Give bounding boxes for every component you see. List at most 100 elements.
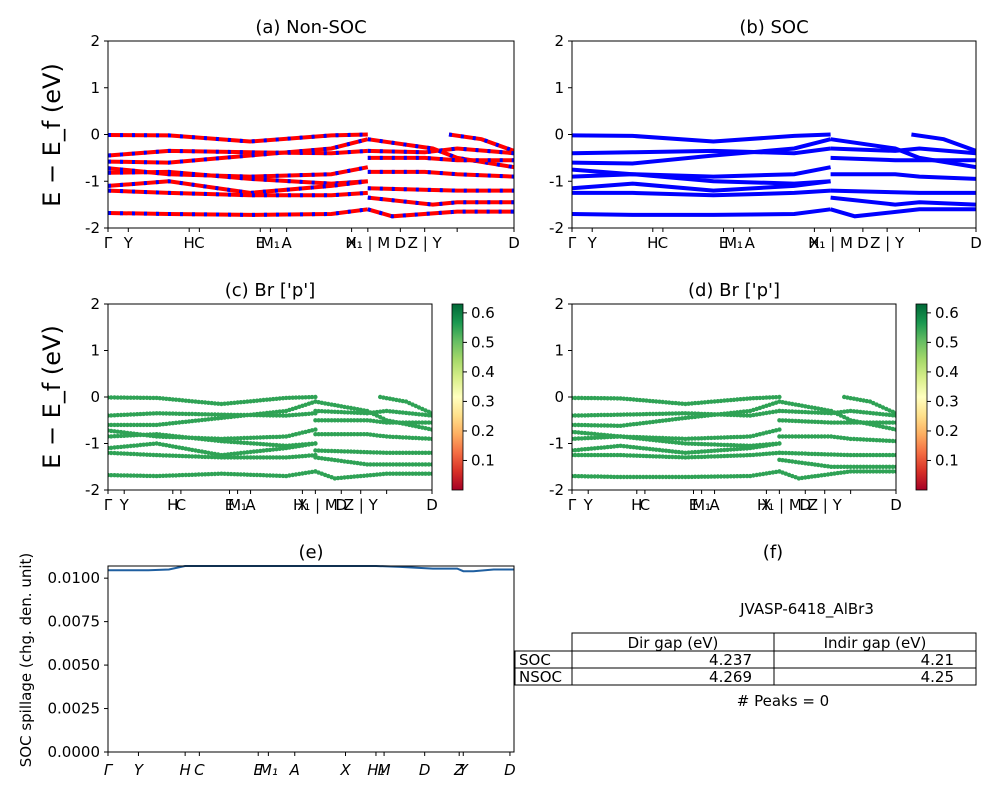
band-point-6 <box>245 435 250 441</box>
band-point-12 <box>628 453 633 458</box>
band-point-12 <box>722 453 727 459</box>
band-point-9 <box>371 432 376 438</box>
band-point-12 <box>300 454 305 459</box>
band-point-14 <box>190 472 195 477</box>
band-point-7 <box>410 420 415 425</box>
band-point-13 <box>780 458 785 463</box>
band-point-13 <box>835 464 840 469</box>
band-point-2 <box>767 410 772 415</box>
band-point-4 <box>235 414 240 419</box>
band-point-12 <box>650 454 656 459</box>
band-point-9 <box>851 436 857 442</box>
band-point-2 <box>573 413 578 418</box>
band-point-3 <box>796 409 801 414</box>
band-point-14 <box>193 472 198 477</box>
ytick-label: 0.0100 <box>48 569 101 587</box>
band-point-0 <box>618 396 623 401</box>
band-point-8 <box>654 438 659 443</box>
band-point-14 <box>209 471 214 477</box>
band-point-2 <box>128 412 133 417</box>
band-point-15 <box>387 471 393 476</box>
band-point-4 <box>628 422 633 427</box>
band-point-15 <box>345 475 350 480</box>
band-point-9 <box>867 437 873 442</box>
band-point-7 <box>358 418 363 423</box>
band-point-0 <box>196 399 201 405</box>
band-point-12 <box>222 455 227 460</box>
band-point-4 <box>209 416 214 422</box>
band-point-8 <box>128 433 133 438</box>
band-point-0 <box>154 395 159 401</box>
table-row-label: NSOC <box>519 668 562 686</box>
band-point-14 <box>602 474 607 479</box>
band-point-5 <box>352 406 357 411</box>
band-point-14 <box>177 473 182 478</box>
band-point-4 <box>135 422 140 428</box>
band-point-12 <box>157 453 162 458</box>
band-point-8 <box>274 442 279 448</box>
band-point-13 <box>381 462 386 467</box>
band-point-0 <box>712 399 717 404</box>
band-point-6 <box>712 435 717 440</box>
band-point-6 <box>728 435 733 440</box>
band-point-3 <box>355 410 360 415</box>
band-point-5 <box>335 403 341 408</box>
band-point-9 <box>316 432 321 437</box>
band-point-10 <box>709 448 714 454</box>
band-point-1 <box>854 397 860 402</box>
band-point-12 <box>634 453 639 458</box>
band-point-13 <box>877 464 882 469</box>
band-point-9 <box>322 432 328 437</box>
band-point-4 <box>699 414 704 419</box>
band-point-4 <box>261 411 266 416</box>
colorbar-tick-label: 0.3 <box>935 392 959 410</box>
band-point-10 <box>660 448 665 453</box>
band-point-4 <box>151 422 156 428</box>
band-point-8 <box>586 435 591 441</box>
band-point-2 <box>209 412 214 417</box>
band-point-12 <box>138 452 143 457</box>
band-point-14 <box>757 472 763 477</box>
band-point-15 <box>861 469 866 474</box>
band-point-0 <box>761 395 766 400</box>
band-point-9 <box>400 435 405 440</box>
band-point-7 <box>416 420 422 425</box>
band-point-12 <box>235 455 240 460</box>
band-point-9 <box>420 436 425 441</box>
band-point-3 <box>352 410 357 415</box>
xtick-label: Y <box>134 761 145 779</box>
band-point-10 <box>241 450 247 455</box>
band-line-11 <box>367 186 514 193</box>
band-point-13 <box>867 464 873 469</box>
band-point-12 <box>751 452 756 458</box>
band-point-10 <box>738 446 743 451</box>
band-point-15 <box>381 471 386 477</box>
band-point-5 <box>806 404 811 410</box>
band-point-8 <box>235 440 240 445</box>
band-point-2 <box>151 411 156 416</box>
band-point-9 <box>355 432 360 437</box>
band-point-3 <box>858 409 863 415</box>
band-point-15 <box>339 475 344 480</box>
band-point-4 <box>673 416 678 422</box>
xtick-label: A <box>282 234 293 252</box>
band-point-7 <box>890 420 895 425</box>
band-point-8 <box>154 432 159 437</box>
band-point-0 <box>660 399 665 405</box>
colorbar-tick-label: 0.2 <box>471 422 495 440</box>
band-point-4 <box>647 420 652 425</box>
band-point-13 <box>858 464 863 469</box>
band-point-14 <box>641 474 646 480</box>
band-point-14 <box>618 474 623 480</box>
band-point-14 <box>680 474 685 480</box>
band-point-10 <box>131 443 137 448</box>
band-point-4 <box>579 422 584 428</box>
band-point-12 <box>618 452 623 458</box>
table-header-indirgap: Indir gap (eV) <box>824 634 927 652</box>
band-point-10 <box>254 449 260 454</box>
band-point-6 <box>660 435 665 441</box>
band-point-14 <box>728 474 733 479</box>
band-point-11 <box>429 450 432 455</box>
panel-d-title: (d) Br ['p'] <box>688 280 780 301</box>
band-point-4 <box>595 423 601 428</box>
